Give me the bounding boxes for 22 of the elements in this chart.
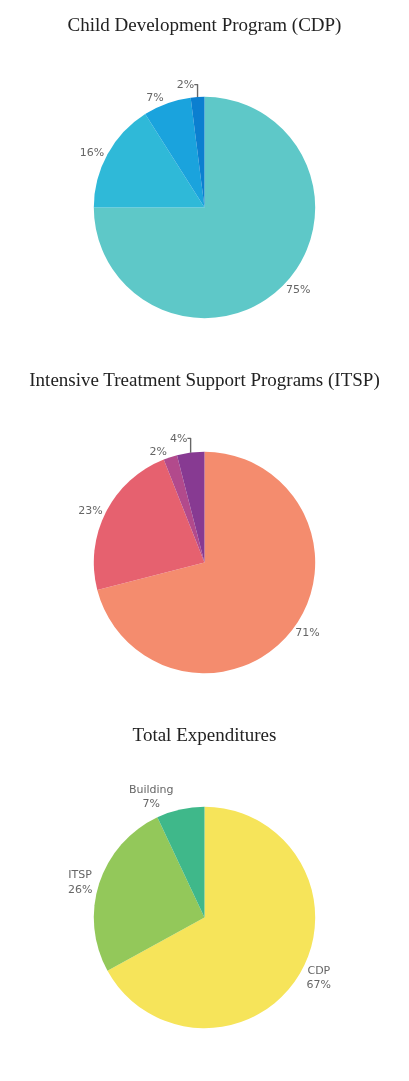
pie-slice <box>157 806 205 918</box>
data-label: 16% <box>79 146 105 160</box>
data-label: 71% <box>295 626 320 640</box>
pie-slice <box>163 455 205 563</box>
data-label: 75% <box>286 282 311 296</box>
data-label: 26% <box>67 882 93 896</box>
pie-slice <box>93 817 205 971</box>
data-label: 4% <box>169 431 188 445</box>
pie-slice <box>176 451 205 563</box>
data-label: 2% <box>176 78 195 92</box>
data-label: 7% <box>146 91 164 105</box>
data-label: 2% <box>149 444 168 458</box>
chart-title: Child Development Program (CDP) <box>67 14 342 37</box>
data-label: 23% <box>78 504 103 518</box>
chart-title: Total Expenditures <box>132 724 277 746</box>
slice-label: Building <box>128 782 174 796</box>
slice-label: CDP <box>307 963 331 977</box>
chart-title: Intensive Treatment Support Programs (ITSP) <box>29 369 380 392</box>
pie-slice <box>190 96 205 208</box>
data-label: 7% <box>142 797 160 811</box>
data-label: 67% <box>306 978 332 992</box>
slice-label: ITSP <box>68 868 93 882</box>
